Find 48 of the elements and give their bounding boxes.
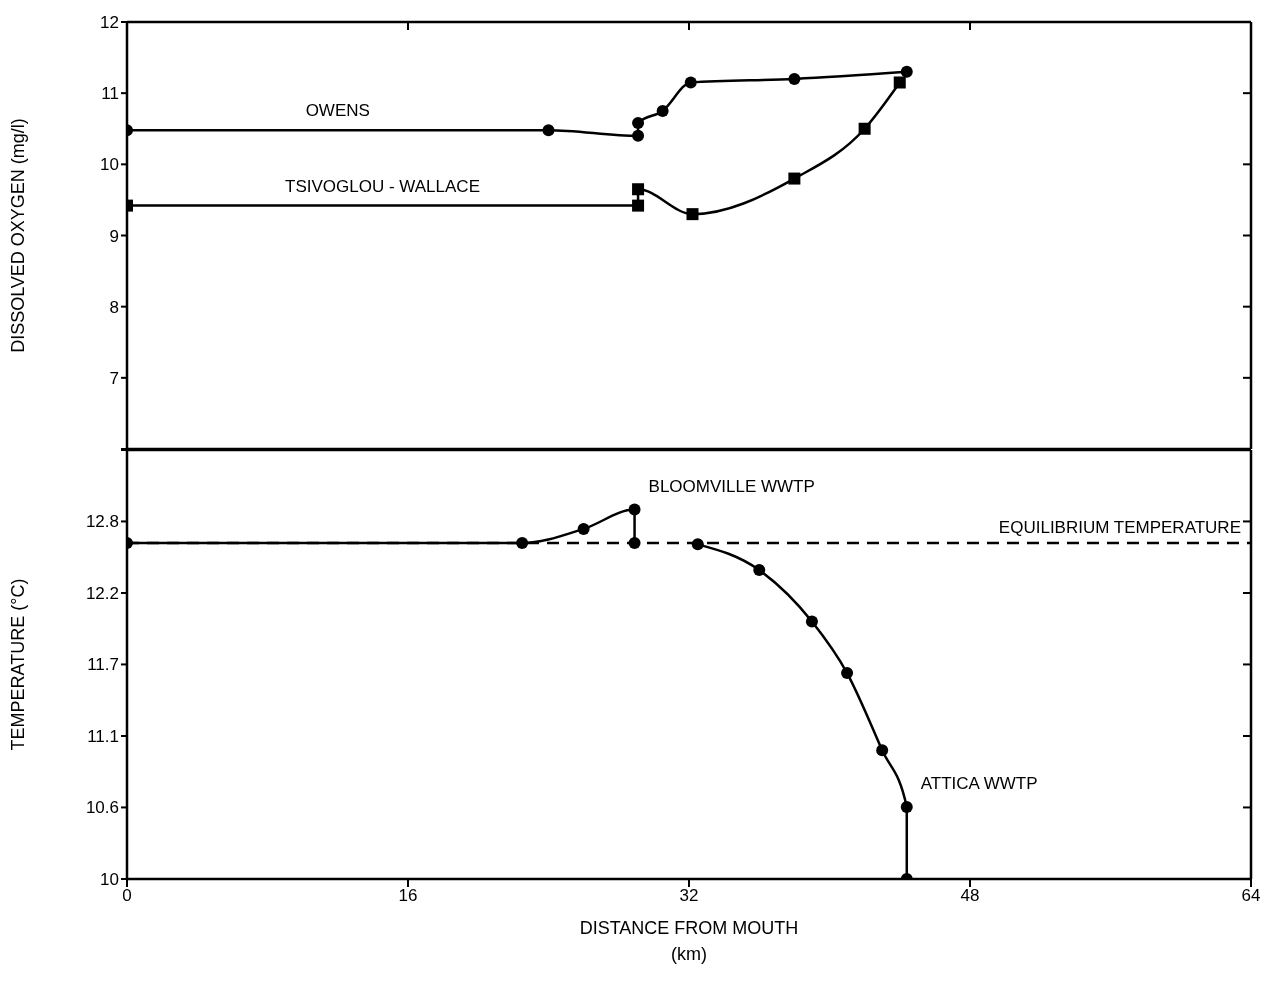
point: [628, 503, 641, 516]
annotation: ATTICA WWTP: [920, 774, 1038, 794]
point: [632, 199, 645, 212]
point: [632, 183, 645, 196]
y-tick-label: 11.1: [87, 727, 119, 747]
point: [788, 72, 801, 85]
point: [686, 208, 699, 221]
y-tick-label: 8: [109, 297, 119, 317]
point: [516, 537, 529, 550]
point: [788, 172, 801, 185]
point: [805, 615, 818, 628]
point: [628, 537, 641, 550]
legend-label: EQUILIBRIUM TEMPERATURE: [998, 518, 1241, 538]
y-tick-label: 11: [101, 84, 119, 104]
point: [900, 800, 913, 813]
y-tick-label: 12: [100, 13, 119, 33]
point: [632, 129, 645, 142]
y-tick-label: 10: [100, 870, 119, 890]
series-label: TSIVOGLOU - WALLACE: [285, 176, 480, 196]
point: [542, 124, 555, 137]
series-label: OWENS: [305, 101, 370, 121]
y-tick-label: 9: [109, 226, 119, 246]
point: [684, 76, 697, 89]
point: [691, 538, 704, 551]
y-axis-title: TEMPERATURE (°C): [8, 578, 29, 751]
y-tick-label: 11.7: [87, 655, 119, 675]
x-tick-label: 16: [398, 886, 418, 906]
y-tick-label: 12.8: [85, 512, 119, 532]
point: [858, 122, 871, 135]
point: [632, 117, 645, 130]
x-tick-label: 48: [960, 886, 980, 906]
x-tick-label: 64: [1241, 886, 1261, 906]
x-tick-label: 0: [122, 886, 132, 906]
point: [577, 522, 590, 535]
y-tick-label: 10.6: [85, 798, 119, 818]
x-tick-label: 32: [679, 886, 699, 906]
y-tick-label: 7: [109, 368, 119, 388]
point: [656, 104, 669, 117]
point: [841, 667, 854, 680]
y-tick-label: 12.2: [85, 584, 119, 604]
point: [753, 564, 766, 577]
y-tick-label: 10: [100, 155, 119, 175]
y-axis-title: DISSOLVED OXYGEN (mg/l): [8, 118, 29, 353]
annotation: BLOOMVILLE WWTP: [648, 477, 815, 497]
point: [893, 76, 906, 89]
point: [876, 744, 889, 757]
x-axis-title: DISTANCE FROM MOUTH (km): [579, 918, 799, 964]
point: [900, 65, 913, 78]
